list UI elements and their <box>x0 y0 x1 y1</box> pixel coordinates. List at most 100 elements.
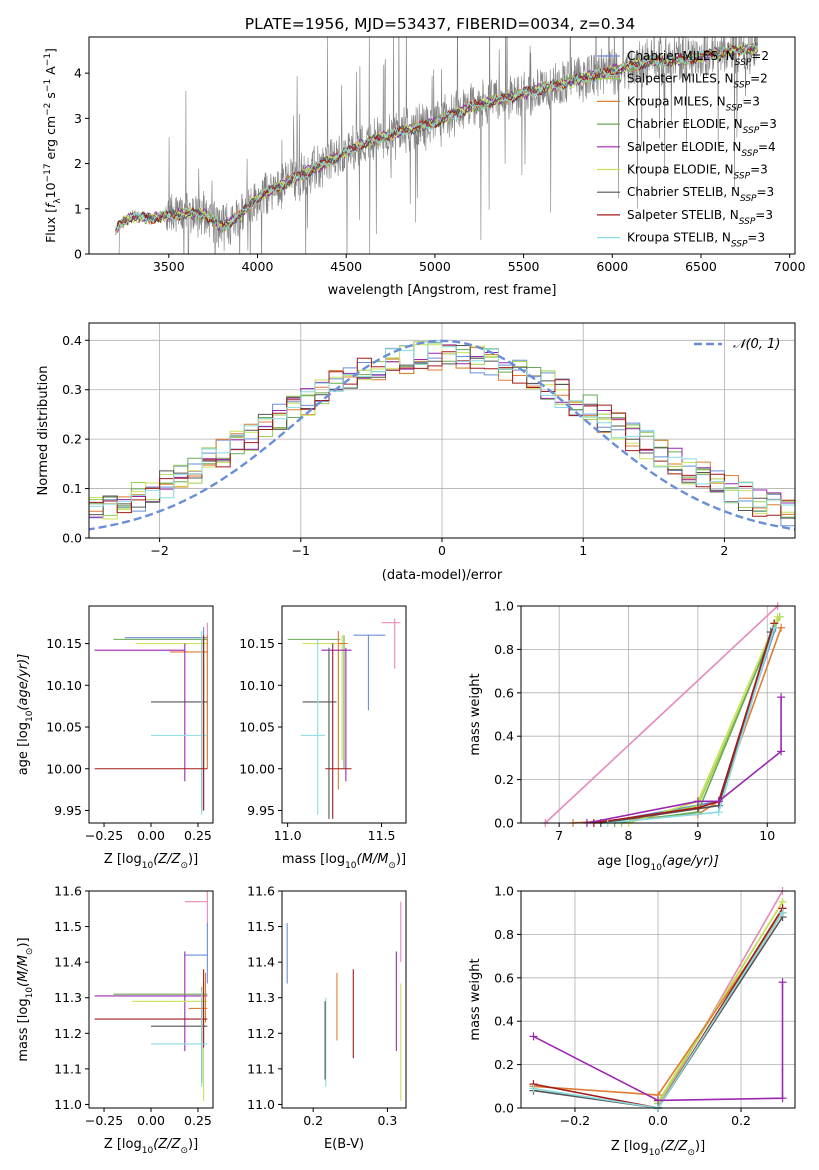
spectrum-panel: 3500 4000 4500 5000 5500 6000 6500 7000 0 1 2 3 4 wav… <box>43 36 806 298</box>
x-tick-label: 0.2 <box>303 1113 323 1128</box>
legend-label: Chabrier ELODIE, NSSP=3 <box>627 117 777 136</box>
x-tick-label: −0.25 <box>85 1113 123 1128</box>
y-tick-label: 0.4 <box>494 729 514 744</box>
x-tick-label: −0.25 <box>85 828 123 843</box>
mass-vs-metallicity-panel: −0.25 0.00 0.25 11.0 11.1 11.2 11.3 11.4 11.5 11.… <box>16 884 214 1156</box>
x-tick-label: 0.0 <box>648 1113 668 1128</box>
normal-curve <box>89 339 795 531</box>
series-marker <box>529 1032 538 1041</box>
series-marker <box>714 808 723 817</box>
y-tick-label: 2 <box>74 156 82 171</box>
series-marker <box>770 623 779 632</box>
x-tick-label: 0.00 <box>137 1113 165 1128</box>
legend-label: Chabrier STELIB, NSSP=3 <box>627 185 774 204</box>
y-axis-label: mass weight <box>468 673 483 755</box>
series-line <box>593 623 775 824</box>
legend-label: Salpeter STELIB, NSSP=3 <box>627 208 773 227</box>
y-axis-label: mass [log10(M/M⊙)] <box>16 937 35 1061</box>
series-marker <box>778 908 787 917</box>
histogram-step <box>89 341 795 524</box>
series-marker <box>778 1094 787 1103</box>
y-tick-label: 11.1 <box>247 1061 275 1076</box>
y-tick-label: 0.4 <box>62 333 82 348</box>
spectrum-legend: Chabrier MILES, NSSP=2 Salpeter MILES, NS… <box>597 49 777 250</box>
series-marker <box>654 1096 662 1105</box>
y-tick-label: 11.2 <box>247 1026 275 1041</box>
distribution-plot-area <box>89 339 795 531</box>
axes-frame <box>88 322 796 539</box>
x-tick-label: 0 <box>438 543 446 558</box>
y-tick-label: 11.3 <box>54 990 82 1005</box>
y-tick-label: 11.3 <box>247 990 275 1005</box>
y-tick-label: 11.2 <box>54 1026 82 1041</box>
x-axis-label: wavelength [Angstrom, rest frame] <box>328 283 557 298</box>
x-tick-label: 0.2 <box>731 1113 751 1128</box>
x-tick-label: 0.25 <box>184 828 212 843</box>
y-tick-label: 11.5 <box>54 919 82 934</box>
legend-label: Kroupa ELODIE, NSSP=3 <box>627 163 768 182</box>
x-tick-label: −1 <box>292 543 310 558</box>
mass-vs-ebv-panel: 0.2 0.3 11.0 11.1 11.2 11.3 11.4 11.5 11.6 E(B-V) <box>247 884 407 1152</box>
legend-label: Chabrier MILES, NSSP=2 <box>627 49 769 68</box>
y-tick-label: 4 <box>74 66 82 81</box>
y-tick-label: 10.15 <box>239 636 275 651</box>
y-tick-label: 1.0 <box>494 884 514 899</box>
y-tick-label: 11.1 <box>54 1061 82 1076</box>
y-tick-label: 0.6 <box>494 970 514 985</box>
y-tick-label: 11.6 <box>247 884 275 899</box>
y-tick-label: 11.0 <box>54 1097 82 1112</box>
y-axis-label: Flux [fλ10−17 erg cm−2 s−1 A−1] <box>43 48 63 243</box>
axes-frame <box>88 36 796 255</box>
y-tick-label: 0 <box>74 247 82 262</box>
x-axis-label: mass [log10(M/M⊙)] <box>282 852 406 871</box>
y-tick-label: 0.2 <box>494 772 514 787</box>
x-axis-label: Z [log10(Z/Z⊙)] <box>104 1137 198 1156</box>
y-tick-label: 0.8 <box>494 927 514 942</box>
series-marker <box>777 693 786 702</box>
age-vs-metallicity-panel: −0.25 0.00 0.25 9.95 10.00 10.05 10.10 10.15 Z [… <box>16 605 214 871</box>
x-axis-label: Z [log10(Z/Z⊙)] <box>611 1139 705 1158</box>
x-axis-label: E(B-V) <box>324 1137 364 1152</box>
y-tick-label: 11.4 <box>247 955 275 970</box>
legend-label: Kroupa MILES, NSSP=3 <box>627 94 760 113</box>
y-tick-label: 11.6 <box>54 884 82 899</box>
x-tick-label: 11.0 <box>274 828 302 843</box>
y-tick-label: 10.10 <box>239 678 275 693</box>
y-tick-label: 0.2 <box>494 1057 514 1072</box>
series-line <box>533 982 784 1102</box>
y-tick-label: 0.6 <box>494 685 514 700</box>
x-axis-label: Z [log10(Z/Z⊙)] <box>104 852 198 871</box>
y-tick-label: 10.05 <box>239 720 275 735</box>
axes-frame <box>281 890 407 1109</box>
series-marker <box>773 612 782 621</box>
series-marker <box>693 797 702 806</box>
y-tick-label: 10.00 <box>46 761 82 776</box>
x-tick-label: 0.3 <box>377 1113 397 1128</box>
axes-frame <box>281 605 407 824</box>
y-tick-label: 0.3 <box>62 382 82 397</box>
series-marker <box>714 797 723 806</box>
legend-label: Salpeter ELODIE, NSSP=4 <box>627 140 776 159</box>
series-marker <box>777 623 786 632</box>
legend-label: Kroupa STELIB, NSSP=3 <box>627 231 765 250</box>
age-vs-mass-panel: 11.0 11.5 9.95 10.00 10.05 10.10 10.15 mass [lo… <box>239 605 407 871</box>
x-tick-label: 5000 <box>419 259 451 274</box>
x-tick-label: 2 <box>720 543 728 558</box>
x-tick-label: 0.25 <box>184 1113 212 1128</box>
y-axis-label: age [log10(age/yr)] <box>16 654 35 776</box>
x-tick-label: 3500 <box>153 259 185 274</box>
mass-weight-metallicity-panel: −0.2 0.0 0.2 0.0 0.2 0.4 0.6 0.8 1.0 Z [log10(Z/Z… <box>468 884 796 1158</box>
model-fit-line <box>115 41 758 231</box>
distribution-panel: −2 −1 0 1 2 0.0 0.1 0.2 0.3 0.4 (data-model)/error… <box>36 322 796 583</box>
x-tick-label: 9 <box>694 828 702 843</box>
series-marker <box>529 1084 538 1093</box>
x-tick-label: 7 <box>555 828 563 843</box>
x-tick-label: 11.5 <box>368 828 396 843</box>
errorbar-area <box>94 891 208 1101</box>
y-tick-label: 1.0 <box>494 599 514 614</box>
y-tick-label: 0.4 <box>494 1014 514 1029</box>
series-line <box>657 901 784 1102</box>
y-tick-label: 3 <box>74 111 82 126</box>
y-axis-label: mass weight <box>468 958 483 1040</box>
